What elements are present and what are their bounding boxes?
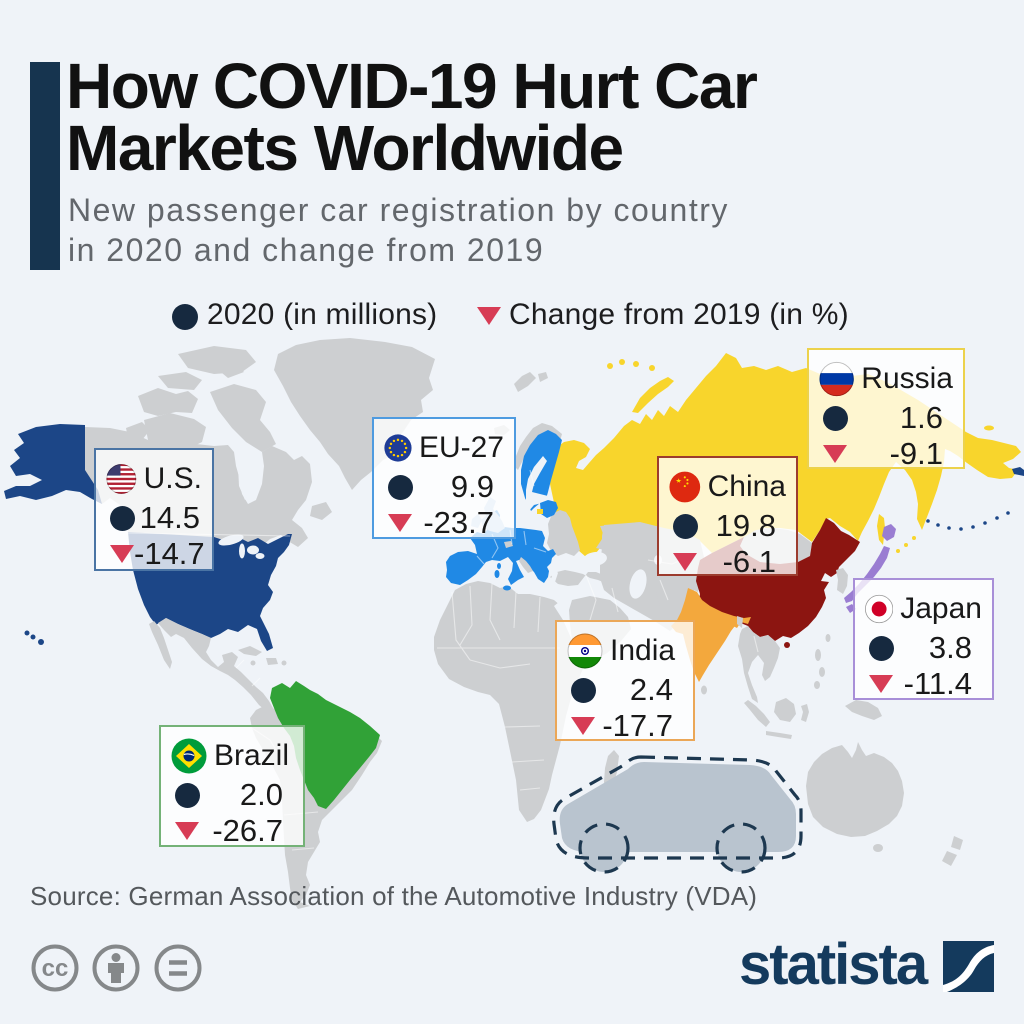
svg-text:statista: statista [739,936,929,996]
svg-text:cc: cc [42,955,69,982]
